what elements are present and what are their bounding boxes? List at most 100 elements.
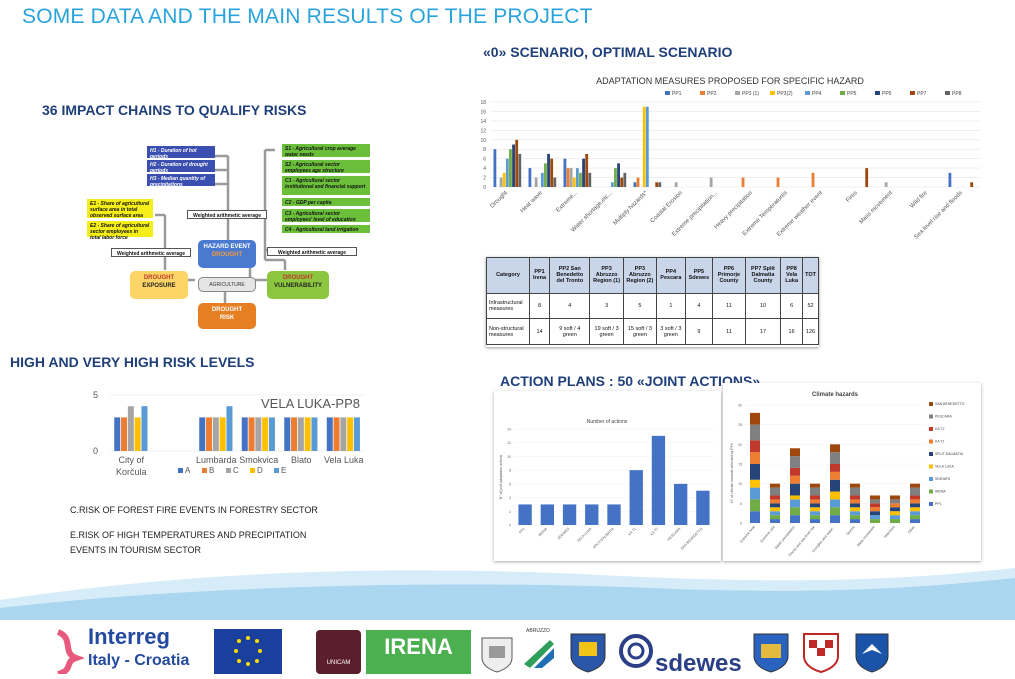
bar-segment [910, 511, 920, 516]
y-tick-label: 0 [509, 524, 511, 528]
bar-segment [830, 479, 840, 492]
y-tick-label: 2 [509, 510, 511, 514]
bar-segment [790, 515, 800, 523]
bar-segment [910, 487, 920, 496]
y-tick-label: 30 [738, 404, 742, 408]
vulnerability-label: VULNERABILITY [274, 283, 322, 289]
bar [114, 417, 121, 451]
bar-segment [890, 515, 900, 520]
bar [623, 172, 627, 187]
table-cell: 14 [528, 318, 551, 345]
bar [544, 163, 547, 187]
bar-segment [830, 507, 840, 516]
legend-swatch [700, 91, 705, 95]
bar [509, 149, 512, 187]
bar-segment [770, 515, 780, 520]
x-tick-label: Mass movement [856, 525, 876, 547]
legend-swatch [929, 439, 933, 444]
bar [696, 490, 710, 525]
x-tick-label: Extreme cold [760, 525, 776, 543]
bar-segment [890, 511, 900, 516]
impact-chains-heading: 36 IMPACT CHAINS TO QUALIFY RISKS [42, 102, 307, 118]
bar [340, 417, 347, 451]
vulnerability-box: DROUGHT VULNERABILITY [267, 271, 329, 299]
bar-segment [770, 487, 780, 496]
bar-segment [810, 515, 820, 520]
bar-segment [770, 483, 780, 488]
bar [642, 106, 646, 187]
bar-segment [790, 499, 800, 508]
x-tick-label: SAN BENEDETTO [680, 527, 704, 551]
bar [553, 177, 557, 187]
vela-luka-chart: VELA LUKA-PP8 0 5 City of Korčula Lumbarda Smo… [70, 385, 370, 485]
bar-segment [910, 503, 920, 508]
bar [865, 168, 869, 187]
table-header-cell: PP6 Primorje County [712, 257, 746, 294]
sdewes-logo-icon [618, 628, 654, 674]
bar [534, 177, 538, 187]
bar [651, 435, 666, 525]
bar [540, 504, 554, 525]
coat-of-arms-icon [477, 632, 517, 674]
legend-label: KA T2 [935, 427, 945, 431]
risk-note: C.RISK OF FOREST FIRE EVENTS IN FORESTRY… [70, 505, 318, 515]
table-cell: 9 [684, 318, 714, 345]
abruzzo-logo: ABRUZZO [520, 628, 556, 674]
table-header-cell: TOT [802, 257, 819, 294]
x-tick-label: Drought [490, 190, 510, 210]
y-axis-label: N° of joint adaptation actions [499, 454, 503, 499]
y-tick-label: 12 [480, 128, 486, 134]
hazard-event-box: HAZARD EVENT DROUGHT [198, 240, 256, 268]
legend-swatch [250, 468, 255, 473]
bar [518, 153, 522, 187]
x-tick-label: Other [907, 524, 916, 534]
bar-segment [770, 499, 780, 504]
interreg-logo-text: Interreg [88, 624, 170, 649]
x-tick-label: Wild fires [883, 525, 895, 539]
table-header-cell: PP5 Sdewes [684, 257, 714, 294]
legend-swatch [805, 91, 810, 95]
bar [655, 182, 659, 187]
legend-label: SPLIT-DALMATIA [935, 452, 964, 456]
x-tick-label: SPLIT-DALMATIA [592, 526, 615, 549]
bar [620, 177, 624, 187]
legend-label: PP3(2) [777, 91, 793, 97]
y-tick-label: 5 [740, 502, 742, 506]
bar [291, 417, 298, 451]
eu-flag-icon [214, 629, 282, 674]
bar-segment [790, 475, 800, 484]
bar-segment [870, 503, 880, 508]
bar [572, 177, 576, 187]
bar-segment [870, 499, 880, 504]
y-tick-label: 15 [738, 463, 742, 467]
vulnerability-input-c3: C3 - Agricultural sector employees' leve… [282, 209, 370, 223]
bar-segment [870, 519, 880, 523]
table-cell: 11 [712, 292, 746, 320]
bar [262, 417, 269, 451]
exposure-label: EXPOSURE [142, 283, 176, 289]
table-cell: 3 soft / 3 green [656, 318, 686, 345]
bar [741, 177, 745, 187]
bar-segment [810, 495, 820, 500]
impact-chain-diagram: H1 - Duration of hot periods H2 - Durati… [85, 140, 375, 335]
vulnerability-input-c2: C2 - GDP per capita [282, 198, 370, 206]
bar [884, 182, 888, 187]
legend-label: E [281, 466, 286, 475]
bar-segment [750, 499, 760, 512]
legend-label: SDEWES [935, 477, 951, 481]
decorative-wave [0, 568, 1015, 620]
bar-segment [790, 448, 800, 457]
legend-swatch [840, 91, 845, 95]
exposure-drought-label: DROUGHT [143, 275, 175, 281]
legend-label: SAN BENEDETTO [935, 402, 965, 406]
risk-note: E.RISK OF HIGH TEMPERATURES AND PRECIPIT… [70, 530, 307, 540]
bar [569, 168, 573, 187]
adaptation-table-panel: Category PP1 Irena PP2 San Benedetto del… [486, 257, 819, 347]
bar-segment [830, 515, 840, 523]
legend-label: PP5 [847, 91, 857, 97]
bar [633, 182, 637, 187]
y-tick-label: 10 [480, 138, 486, 144]
exposure-box: DROUGHT EXPOSURE [130, 271, 188, 299]
bar [540, 172, 544, 187]
bar-segment [830, 444, 840, 453]
